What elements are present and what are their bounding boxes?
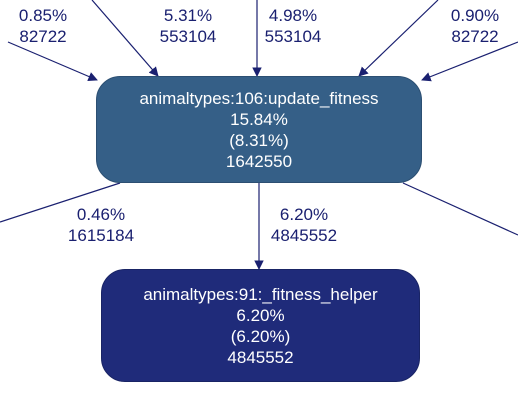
edge-line-in-5	[421, 41, 518, 82]
edge-pct: 0.90%	[450, 6, 500, 25]
node-total-pct: 6.20%	[236, 305, 285, 325]
edge-pct: 0.46%	[76, 205, 126, 224]
edge-pct: 4.98%	[268, 6, 318, 25]
edge-line-out-right	[402, 182, 518, 236]
node-name: animaltypes:106:update_fitness	[139, 88, 379, 108]
edge-line-in-4	[358, 0, 439, 77]
edge-pct: 6.20%	[279, 205, 329, 224]
edge-calls: 82722	[451, 27, 499, 46]
node-total-pct: 15.84%	[230, 109, 288, 129]
node-self-pct: (6.20%)	[230, 326, 291, 346]
edge-label-6: 6.20% 4845552	[254, 204, 354, 246]
node-name: animaltypes:91:_fitness_helper	[143, 284, 378, 304]
edge-label-1: 0.85% 82722	[0, 5, 88, 47]
node-calls: 1642550	[225, 151, 293, 171]
edge-label-3: 4.98% 553104	[248, 5, 338, 47]
edge-calls: 1615184	[67, 226, 135, 245]
edge-calls: 553104	[159, 27, 217, 46]
node-fitness-helper[interactable]: animaltypes:91:_fitness_helper 6.20% (6.…	[101, 269, 420, 382]
edge-label-5: 0.46% 1615184	[56, 204, 146, 246]
node-calls: 4845552	[227, 347, 294, 367]
edge-label-2: 5.31% 553104	[143, 5, 233, 47]
edge-line-out-left	[0, 182, 121, 223]
edge-line-in-2	[91, 0, 159, 77]
edge-pct: 5.31%	[163, 6, 213, 25]
node-update-fitness[interactable]: animaltypes:106:update_fitness 15.84% (8…	[96, 76, 422, 183]
edge-calls: 4845552	[270, 226, 338, 245]
node-self-pct: (8.31%)	[229, 130, 289, 150]
edge-pct: 0.85%	[18, 6, 68, 25]
edge-calls: 82722	[19, 27, 67, 46]
edge-calls: 553104	[264, 27, 322, 46]
edge-label-4: 0.90% 82722	[430, 5, 518, 47]
edge-line-in-1	[7, 41, 98, 82]
